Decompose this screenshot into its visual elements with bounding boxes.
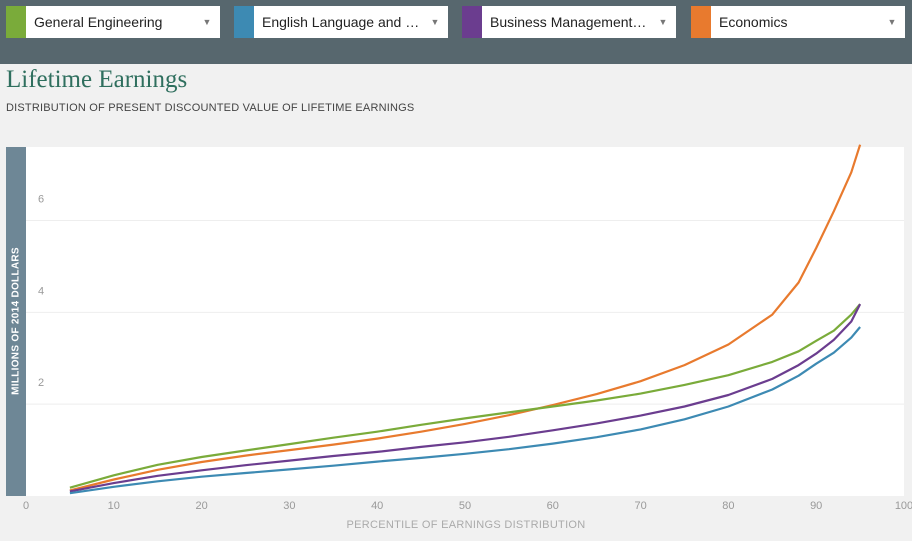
page-title: Lifetime Earnings <box>6 66 188 93</box>
plot-area <box>26 147 904 496</box>
major-select-1[interactable]: General Engineering ▼ <box>6 6 220 38</box>
x-tick-label: 90 <box>810 500 822 512</box>
series-line-4 <box>69 326 861 495</box>
x-tick-label: 70 <box>634 500 646 512</box>
x-tick-label: 50 <box>459 500 471 512</box>
y-axis-label: MILLIONS OF 2014 DOLLARS <box>10 247 22 395</box>
x-axis-label: PERCENTILE OF EARNINGS DISTRIBUTION <box>346 519 586 531</box>
x-tick-label: 40 <box>371 500 383 512</box>
y-tick-label: 2 <box>38 377 44 389</box>
x-tick-label: 80 <box>722 500 734 512</box>
series-line-3 <box>69 303 862 493</box>
major-color-swatch <box>691 6 711 38</box>
major-color-swatch <box>234 6 254 38</box>
chevron-down-icon: ▼ <box>202 17 212 27</box>
chevron-down-icon: ▼ <box>658 17 668 27</box>
chevron-down-icon: ▼ <box>430 17 440 27</box>
x-tick-label: 100 <box>895 500 912 512</box>
x-tick-label: 10 <box>108 500 120 512</box>
x-tick-label: 20 <box>195 500 207 512</box>
chart-subtitle: DISTRIBUTION OF PRESENT DISCOUNTED VALUE… <box>6 102 415 114</box>
y-axis-band <box>6 147 26 496</box>
chevron-down-icon: ▼ <box>887 17 897 27</box>
y-tick-label: 4 <box>38 285 44 297</box>
major-select-4[interactable]: Economics ▼ <box>691 6 905 38</box>
selector-bar: General Engineering ▼ English Language a… <box>0 0 912 64</box>
major-select-3[interactable]: Business Management … ▼ <box>462 6 676 38</box>
x-tick-label: 60 <box>547 500 559 512</box>
y-tick-label: 6 <box>38 193 44 205</box>
x-tick-label: 0 <box>23 500 29 512</box>
series-line-2 <box>69 303 861 489</box>
major-select-2[interactable]: English Language and L… ▼ <box>234 6 448 38</box>
major-color-swatch <box>6 6 26 38</box>
x-tick-label: 30 <box>283 500 295 512</box>
major-color-swatch <box>462 6 482 38</box>
